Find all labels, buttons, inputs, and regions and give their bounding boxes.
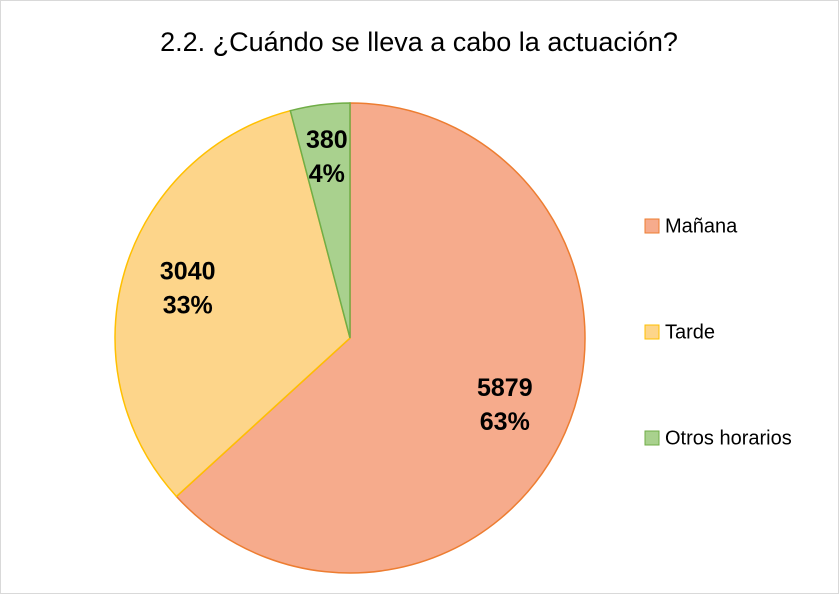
- legend-label: Mañana: [665, 215, 738, 237]
- data-label-value: 380: [306, 126, 348, 154]
- legend-label: Otros horarios: [665, 427, 792, 449]
- legend-label: Tarde: [665, 321, 715, 343]
- data-label-value: 3040: [160, 258, 216, 286]
- legend-swatch: [644, 218, 660, 234]
- legend-swatch: [644, 324, 660, 340]
- chart-title: 2.2. ¿Cuándo se lleva a cabo la actuació…: [160, 27, 678, 57]
- data-label-percent: 4%: [309, 160, 345, 188]
- pie-slice: [114, 109, 351, 498]
- data-label-percent: 33%: [163, 292, 213, 320]
- pie-slice: [175, 102, 586, 574]
- pie-slice: [289, 102, 351, 339]
- legend-swatch: [644, 430, 660, 446]
- data-label-value: 5879: [477, 374, 533, 402]
- data-label-percent: 63%: [480, 408, 530, 436]
